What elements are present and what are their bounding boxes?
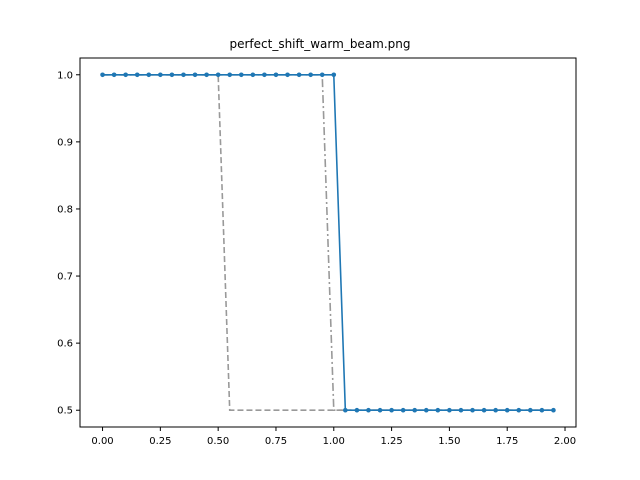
y-tick-label: 1.0 <box>57 70 73 81</box>
series-2-point <box>354 407 360 413</box>
x-axis: 0.00 0.25 0.50 0.75 1.00 1.25 1.50 1.75 2.00 <box>91 427 576 447</box>
series-2-point <box>238 72 244 78</box>
series-2-point <box>308 72 313 78</box>
series-2-point <box>504 407 510 413</box>
series-2-point <box>458 407 464 413</box>
series-2-point <box>400 407 406 413</box>
series-2-point <box>493 407 498 413</box>
y-axis: 0.5 0.6 0.7 0.8 0.9 1.0 <box>57 70 80 417</box>
series-2-point <box>296 72 302 78</box>
y-tick-label: 0.5 <box>57 406 73 417</box>
series-2-point <box>134 72 140 78</box>
x-tick-label: 1.25 <box>380 436 402 447</box>
series-2-point <box>412 407 418 413</box>
series-2-point <box>343 407 348 413</box>
series-2-point <box>250 72 256 78</box>
x-tick-label: 1.75 <box>496 436 518 447</box>
series-2-point <box>516 407 522 413</box>
x-tick-label: 1.50 <box>438 436 460 447</box>
series-2-point <box>181 72 186 78</box>
series-layer <box>100 72 556 413</box>
chart-title: perfect_shift_warm_beam.png <box>229 37 410 51</box>
series-2-point <box>528 407 533 413</box>
series-2-point <box>366 407 371 413</box>
series-2-point <box>551 407 556 413</box>
x-tick-label: 0.00 <box>91 436 113 447</box>
plot-area-frame <box>79 57 577 428</box>
series-2-point <box>389 407 394 413</box>
x-tick-label: 0.25 <box>149 436 171 447</box>
series-line-2 <box>102 73 554 412</box>
series-2-point <box>192 72 198 78</box>
series-line-1 <box>102 73 554 412</box>
y-tick-label: 0.7 <box>57 272 73 283</box>
x-tick-label: 1.00 <box>323 436 345 447</box>
series-2-point <box>273 72 279 78</box>
series-2-point <box>100 72 105 78</box>
series-2-point <box>215 72 221 78</box>
series-2-point <box>169 72 175 78</box>
series-2-point <box>227 72 233 78</box>
series-2-point <box>319 72 325 78</box>
series-2-point <box>377 407 383 413</box>
series-2-point <box>204 72 209 78</box>
series-2-point <box>285 72 290 78</box>
series-2-point <box>146 72 152 78</box>
series-2-point <box>111 72 117 78</box>
series-2-point <box>435 407 441 413</box>
y-tick-label: 0.6 <box>57 339 73 350</box>
series-2-point <box>481 407 487 413</box>
series-2-point <box>539 407 545 413</box>
y-tick-label: 0.9 <box>57 137 73 148</box>
x-tick-label: 0.75 <box>265 436 287 447</box>
series-2-point <box>447 407 452 413</box>
x-tick-label: 2.00 <box>554 436 576 447</box>
series-2-point <box>470 407 475 413</box>
series-2-point <box>158 72 163 78</box>
x-tick-label: 0.50 <box>207 436 229 447</box>
series-2-point <box>123 72 128 78</box>
series-2-point <box>331 72 337 78</box>
y-tick-label: 0.8 <box>57 204 73 215</box>
series-2-point <box>423 407 429 413</box>
series-2-point <box>262 72 267 78</box>
